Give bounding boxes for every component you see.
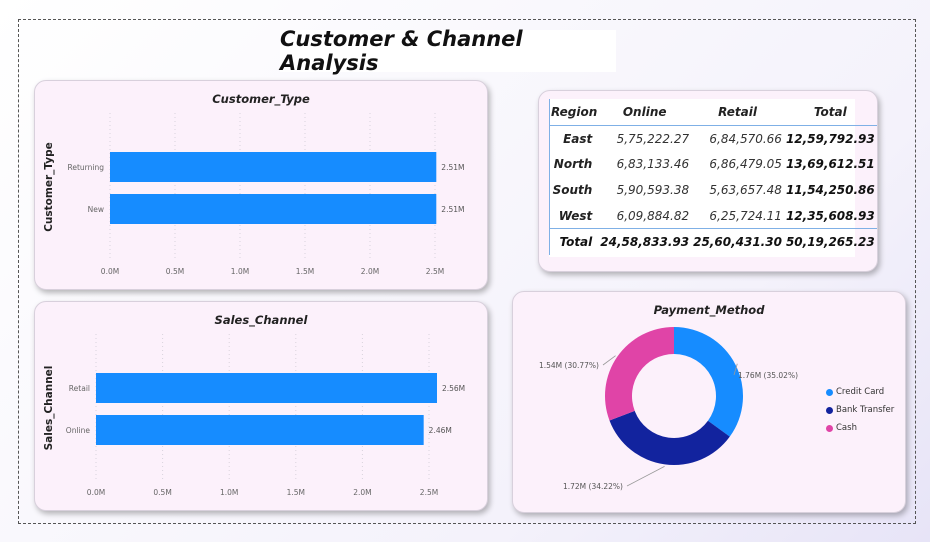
bar[interactable]	[96, 373, 437, 403]
column-header[interactable]: Online	[598, 99, 692, 126]
category-label: Retail	[69, 384, 90, 393]
table-cell: 13,69,612.51	[785, 157, 875, 172]
table-cell: 12,59,792.93	[785, 131, 875, 146]
table-cell: 6,09,884.82	[616, 208, 690, 223]
table-cell: North	[549, 151, 599, 178]
bar[interactable]	[110, 152, 437, 182]
table-row: North 6,83,133.46 6,86,479.05 13,69,612.51	[549, 151, 877, 178]
page-title: Customer & Channel Analysis	[280, 27, 523, 75]
bar[interactable]	[96, 415, 424, 445]
slice-label: 1.76M (35.02%)	[738, 371, 798, 380]
leader-line	[626, 466, 665, 487]
donut-slice[interactable]	[609, 410, 730, 465]
x-tick-label: 1.5M	[287, 488, 305, 497]
legend-item[interactable]: Bank Transfer	[826, 405, 894, 415]
category-label: New	[88, 205, 104, 214]
table-cell: East	[549, 125, 599, 152]
data-label: 2.51M	[441, 163, 464, 172]
table-cell: 24,58,833.93	[598, 228, 692, 255]
leader-line	[733, 363, 738, 376]
sales-channel-chart: 0.0M 0.5M 1.0M 1.5M 2.0M 2.5M Sales_Channel Ret…	[43, 334, 465, 497]
customer-type-title: Customer_Type	[212, 92, 310, 106]
x-tick-label: 1.0M	[231, 267, 249, 276]
table-cell: 25,60,431.30	[691, 228, 784, 255]
payment-method-card[interactable]: Payment_Method 1.76M (35.02%) 1.72M (34.2…	[512, 291, 906, 513]
column-header[interactable]: Total	[783, 99, 877, 126]
table-cell: 12,35,608.93	[785, 208, 875, 223]
table-cell: 6,25,724.11	[709, 208, 782, 223]
donut-slice[interactable]	[605, 327, 674, 421]
category-label: Returning	[68, 163, 105, 172]
x-tick-label: 0.5M	[166, 267, 184, 276]
table-cell: 11,54,250.86	[785, 182, 875, 197]
leader-line	[602, 355, 616, 366]
slice-label: 1.54M (30.77%)	[539, 361, 599, 370]
region-table: Region Online Retail Total East 5,75,222.27 6…	[549, 99, 877, 255]
table-cell: 6,84,570.66	[709, 131, 782, 146]
x-tick-label: 1.5M	[296, 267, 314, 276]
payment-method-chart: 1.76M (35.02%) 1.72M (34.22%) 1.54M (30.77…	[539, 327, 798, 491]
legend-swatch	[826, 424, 833, 432]
legend-swatch	[826, 388, 833, 396]
total-row: Total 24,58,833.93 25,60,431.30 50,19,265.2…	[549, 228, 877, 255]
data-label: 2.56M	[442, 384, 465, 393]
column-header[interactable]: Retail	[691, 99, 784, 126]
data-label: 2.46M	[429, 426, 452, 435]
data-label: 2.51M	[441, 205, 464, 214]
x-tick-label: 0.5M	[153, 488, 171, 497]
x-tick-label: 0.0M	[87, 488, 105, 497]
legend-item[interactable]: Credit Card	[826, 387, 884, 397]
table-cell: 6,83,133.46	[616, 157, 690, 172]
legend-item[interactable]: Cash	[826, 423, 857, 433]
table-cell: 5,63,657.48	[709, 182, 782, 197]
table-cell: 50,19,265.23	[783, 228, 877, 255]
x-tick-label: 2.5M	[426, 267, 444, 276]
table-row: South 5,90,593.38 5,63,657.48 11,54,250.86	[549, 177, 877, 203]
customer-type-card[interactable]: Customer_Type 0.0M 0.5M 1.0M 1.5M 2.0M 2.5M Cu…	[34, 80, 488, 290]
table-cell: South	[549, 177, 599, 203]
region-table-card[interactable]: Region Online Retail Total East 5,75,222.27 6…	[538, 90, 878, 272]
table-row: East 5,75,222.27 6,84,570.66 12,59,792.93	[549, 125, 877, 152]
table-cell: 6,86,479.05	[709, 157, 782, 172]
category-label: Online	[66, 426, 91, 435]
x-tick-label: 0.0M	[101, 267, 119, 276]
donut-slice[interactable]	[674, 327, 743, 437]
table-row: West 6,09,884.82 6,25,724.11 12,35,608.93	[549, 202, 877, 229]
x-tick-label: 2.5M	[420, 488, 438, 497]
x-tick-label: 2.0M	[361, 267, 379, 276]
table-cell: 5,75,222.27	[616, 131, 690, 146]
table-cell: 5,90,593.38	[616, 182, 690, 197]
legend-label: Cash	[836, 423, 857, 433]
table-cell: West	[549, 202, 599, 229]
x-tick-label: 1.0M	[220, 488, 238, 497]
payment-method-title: Payment_Method	[653, 303, 765, 317]
legend-label: Credit Card	[836, 387, 885, 397]
customer-type-chart: 0.0M 0.5M 1.0M 1.5M 2.0M 2.5M Customer_Type Ret…	[43, 113, 464, 276]
dashboard-frame	[18, 19, 916, 524]
table-cell: Total	[549, 228, 599, 255]
bar[interactable]	[110, 194, 437, 224]
legend-label: Bank Transfer	[836, 405, 895, 415]
column-header[interactable]: Region	[549, 99, 599, 126]
sales-channel-card[interactable]: Sales_Channel 0.0M 0.5M 1.0M 1.5M 2.0M 2.5M Sa…	[34, 301, 488, 511]
page-title-box: Customer & Channel Analysis	[280, 27, 616, 75]
sales-channel-title: Sales_Channel	[214, 313, 308, 327]
x-tick-label: 2.0M	[353, 488, 371, 497]
y-axis-title: Customer_Type	[43, 142, 55, 232]
slice-label: 1.72M (34.22%)	[563, 482, 623, 491]
legend-swatch	[826, 406, 833, 414]
y-axis-title: Sales_Channel	[43, 366, 55, 451]
